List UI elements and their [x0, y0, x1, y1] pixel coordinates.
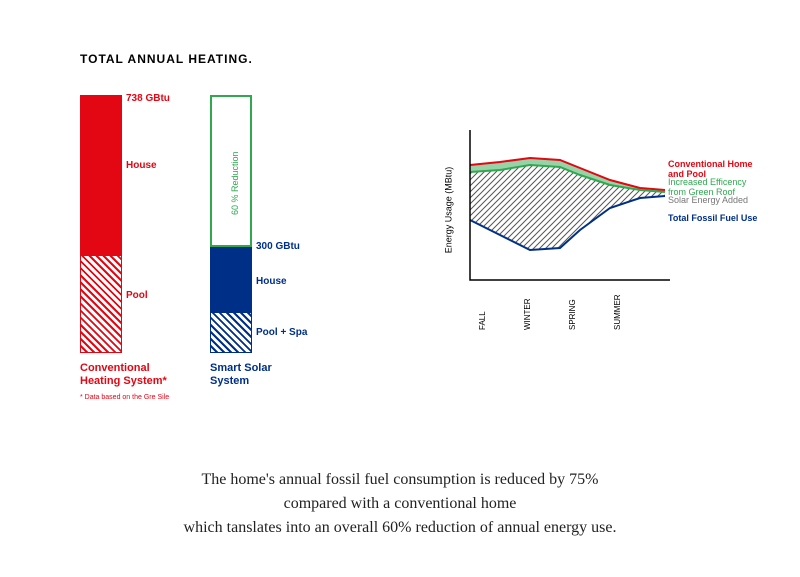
page-title: TOTAL ANNUAL HEATING. [80, 52, 253, 66]
bar-conventional [80, 95, 122, 353]
seg-conv-pool [80, 255, 122, 353]
seg-smart-house [210, 247, 252, 312]
caption: The home's annual fossil fuel consumptio… [0, 468, 800, 540]
smart-pool-label: Pool + Spa [256, 327, 307, 338]
caption-line2: compared with a conventional home [0, 492, 800, 516]
caption-line3: which tanslates into an overall 60% redu… [0, 516, 800, 540]
conv-system-label: Conventional Heating System* [80, 362, 190, 388]
legend-item: Solar Energy Added [668, 196, 763, 206]
energy-area-chart: Energy Usage (MBtu) FALL WINTER SPRING SUMM… [440, 120, 740, 350]
smart-total-label: 300 GBtu [256, 241, 300, 252]
seg-conv-house [80, 95, 122, 255]
xtick-winter: WINTER [523, 298, 532, 330]
smart-house-label: House [256, 276, 287, 287]
seg-smart-pool [210, 312, 252, 353]
conv-house-label: House [126, 160, 157, 171]
bar-smart [210, 95, 252, 353]
smart-system-label: Smart Solar System [210, 362, 300, 388]
caption-line1: The home's annual fossil fuel consumptio… [0, 468, 800, 492]
xtick-summer: SUMMER [613, 294, 622, 330]
reduction-label: 60 % Reduction [230, 135, 240, 215]
y-axis-label: Energy Usage (MBtu) [443, 167, 453, 254]
legend-item: Total Fossil Fuel Use [668, 214, 763, 224]
conv-pool-label: Pool [126, 290, 148, 301]
xtick-spring: SPRING [568, 299, 577, 330]
conv-total-label: 738 GBtu [126, 93, 170, 104]
xtick-fall: FALL [478, 311, 487, 330]
conv-footnote: * Data based on the Gre Sile [80, 394, 169, 401]
